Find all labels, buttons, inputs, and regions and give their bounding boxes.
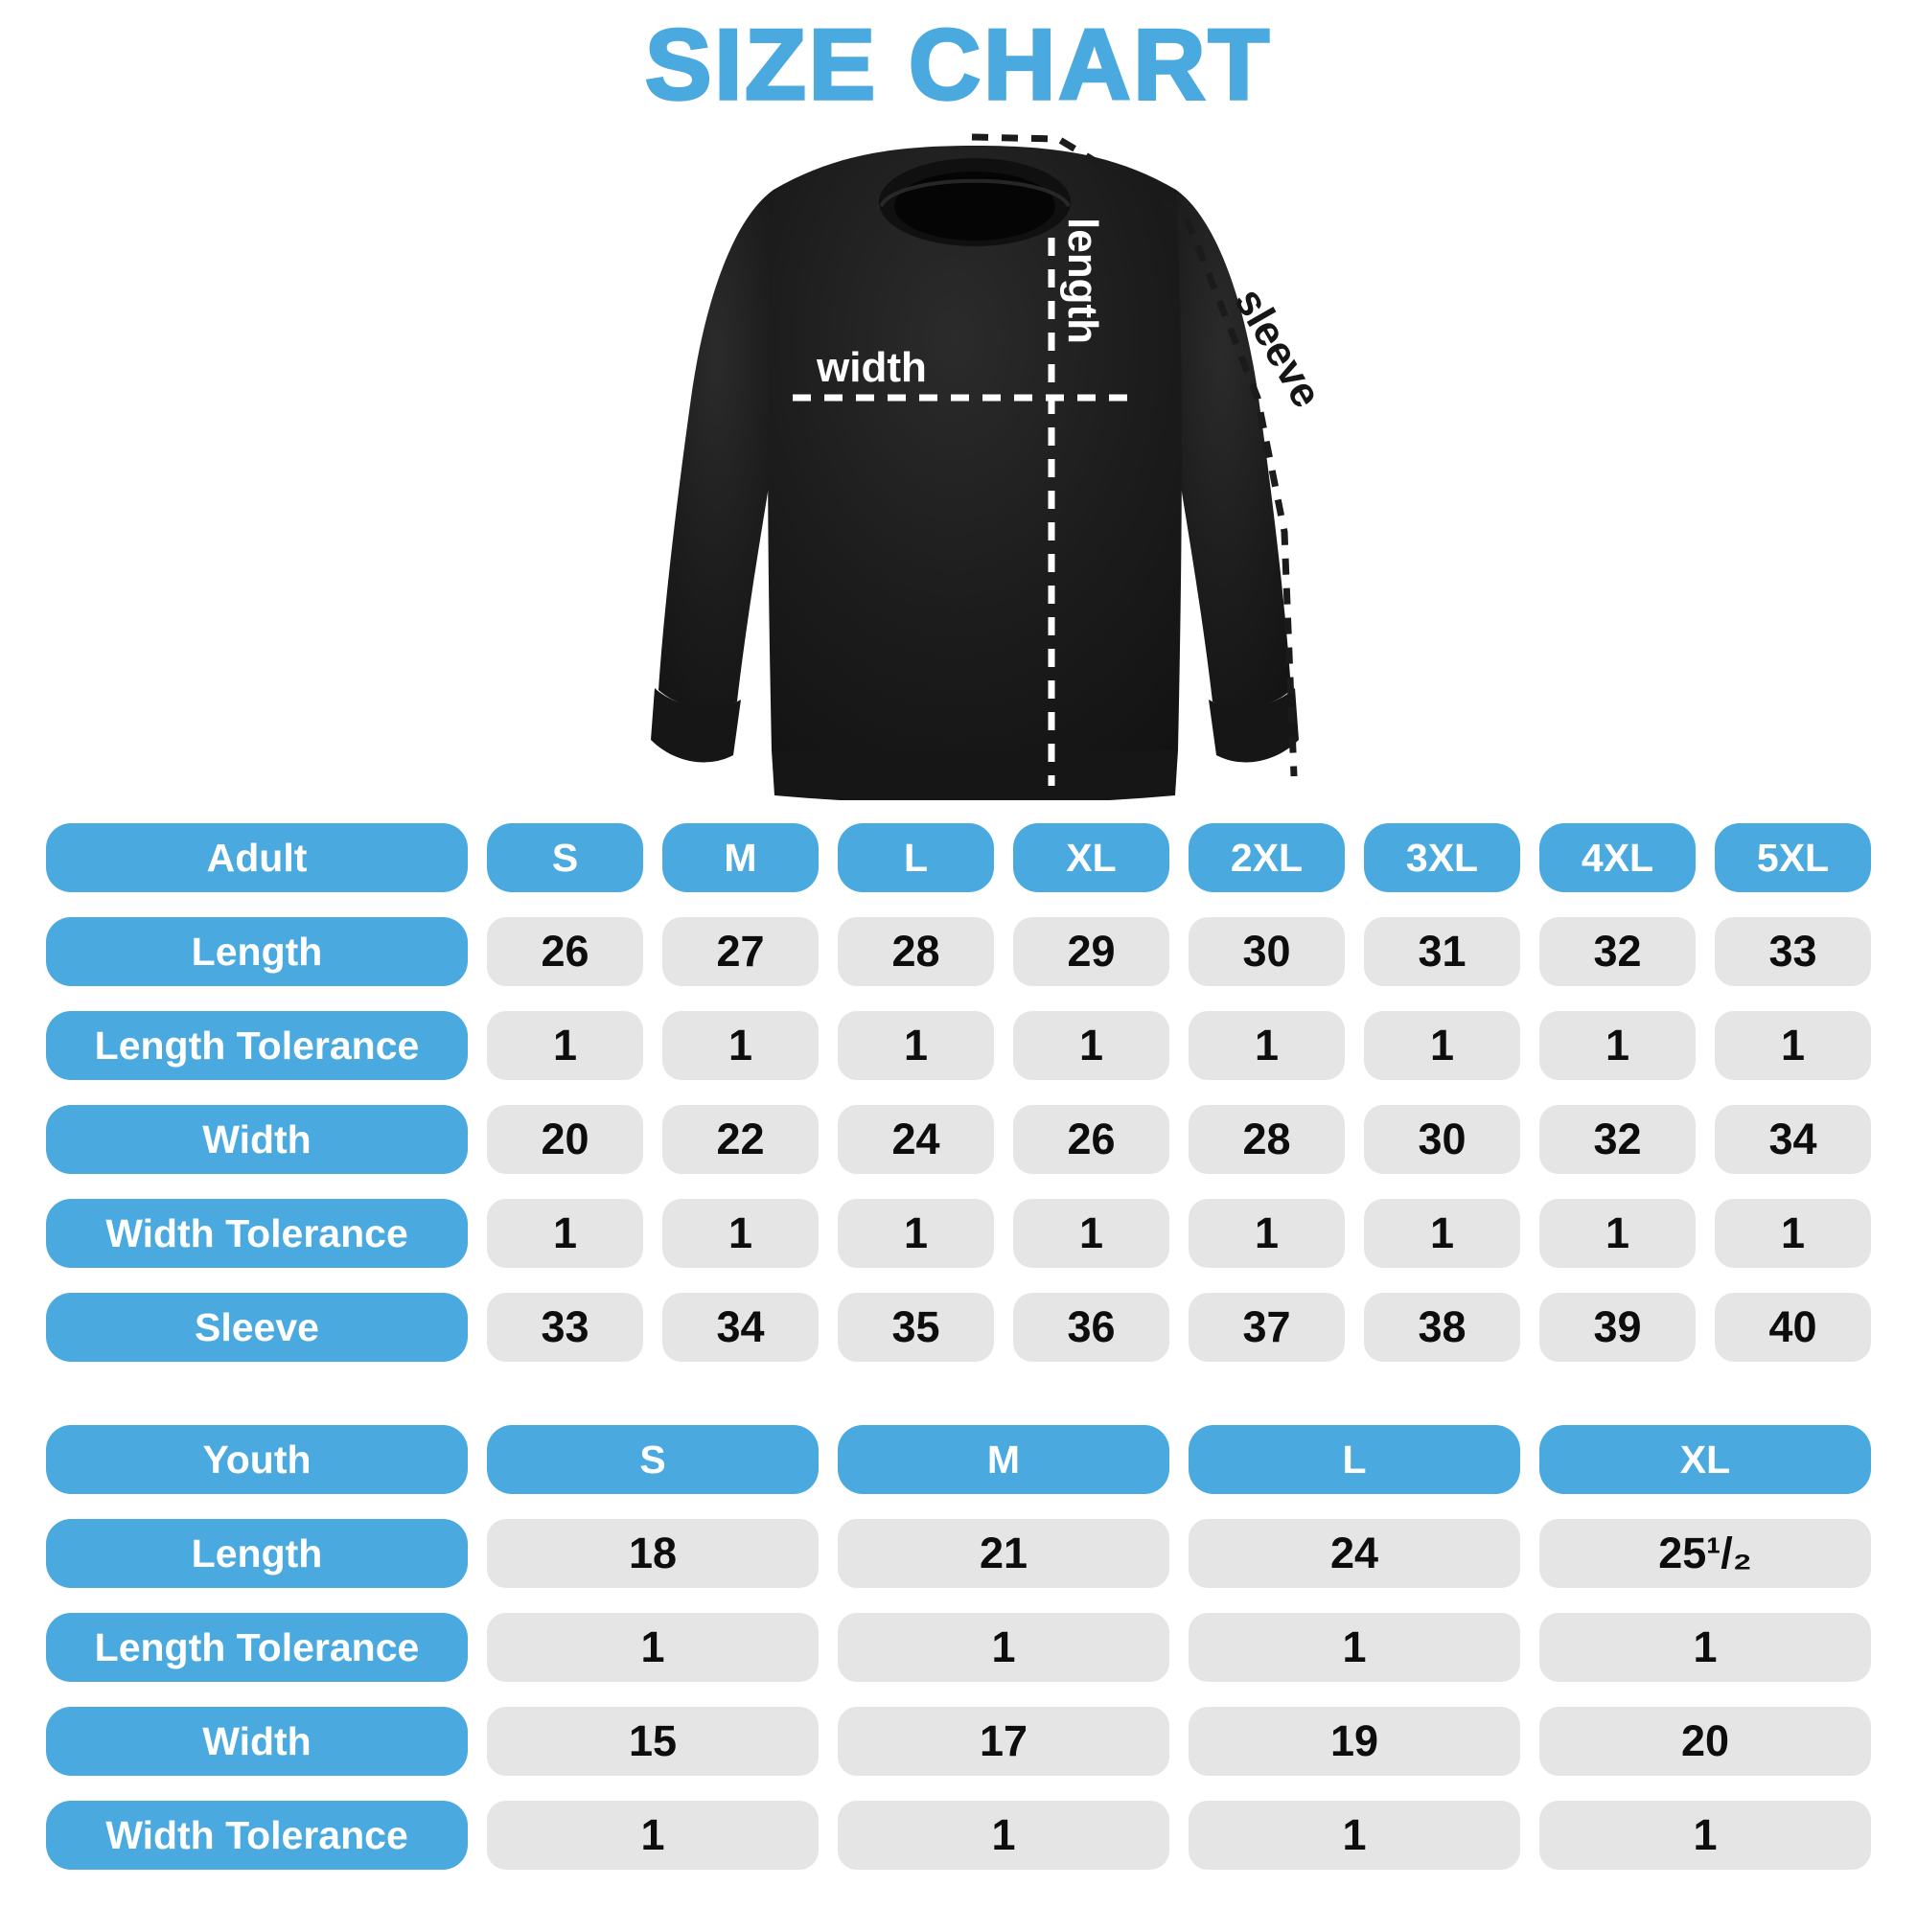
row-label: Length	[46, 1519, 468, 1588]
youth-size-table: Youth S M L XL Length 18 21 24 25¹/₂ Len…	[0, 1425, 1917, 1870]
youth-header-cell: S	[487, 1425, 819, 1494]
value-cell: 1	[1539, 1011, 1696, 1080]
width-label: width	[816, 344, 927, 391]
value-cell: 36	[1013, 1293, 1169, 1362]
value-cell: 25¹/₂	[1539, 1519, 1871, 1588]
value-cell: 32	[1539, 1105, 1696, 1174]
value-cell: 20	[1539, 1707, 1871, 1776]
value-cell: 1	[1189, 1011, 1345, 1080]
adult-header-cell: Adult	[46, 823, 468, 892]
value-cell: 1	[662, 1199, 819, 1268]
adult-header-cell: M	[662, 823, 819, 892]
value-cell: 27	[662, 917, 819, 986]
value-cell: 30	[1364, 1105, 1520, 1174]
value-cell: 1	[1539, 1613, 1871, 1682]
value-cell: 24	[838, 1105, 994, 1174]
value-cell: 38	[1364, 1293, 1520, 1362]
value-cell: 17	[838, 1707, 1169, 1776]
row-label: Width Tolerance	[46, 1801, 468, 1870]
value-cell: 21	[838, 1519, 1169, 1588]
value-cell: 1	[1715, 1011, 1871, 1080]
adult-size-table: Adult S M L XL 2XL 3XL 4XL 5XL Length 26…	[0, 823, 1917, 1362]
page-title: SIZE CHART	[643, 10, 1272, 121]
value-cell: 34	[1715, 1105, 1871, 1174]
sleeve-measure-line	[971, 133, 1298, 777]
value-cell: 1	[487, 1199, 643, 1268]
value-cell: 30	[1189, 917, 1345, 986]
value-cell: 1	[662, 1011, 819, 1080]
value-cell: 1	[1715, 1199, 1871, 1268]
value-cell: 33	[487, 1293, 643, 1362]
youth-header-cell: L	[1189, 1425, 1520, 1494]
youth-header-cell: XL	[1539, 1425, 1871, 1494]
value-cell: 26	[1013, 1105, 1169, 1174]
value-cell: 1	[1364, 1199, 1520, 1268]
value-cell: 1	[1189, 1199, 1345, 1268]
value-cell: 32	[1539, 917, 1696, 986]
value-cell: 39	[1539, 1293, 1696, 1362]
value-cell: 33	[1715, 917, 1871, 986]
value-cell: 1	[487, 1613, 819, 1682]
row-label: Width Tolerance	[46, 1199, 468, 1268]
value-cell: 1	[838, 1199, 994, 1268]
value-cell: 1	[1539, 1199, 1696, 1268]
value-cell: 40	[1715, 1293, 1871, 1362]
value-cell: 1	[1013, 1199, 1169, 1268]
value-cell: 37	[1189, 1293, 1345, 1362]
value-cell: 19	[1189, 1707, 1520, 1776]
length-label: length	[1059, 218, 1106, 344]
sweatshirt-image: width length sleeve	[651, 133, 1330, 800]
value-cell: 1	[1013, 1011, 1169, 1080]
youth-header-cell: M	[838, 1425, 1169, 1494]
value-cell: 35	[838, 1293, 994, 1362]
value-cell: 1	[1189, 1801, 1520, 1870]
adult-header-cell: 4XL	[1539, 823, 1696, 892]
value-cell: 1	[838, 1613, 1169, 1682]
value-cell: 24	[1189, 1519, 1520, 1588]
value-cell: 28	[838, 917, 994, 986]
adult-header-cell: 2XL	[1189, 823, 1345, 892]
row-label: Length Tolerance	[46, 1613, 468, 1682]
adult-header-cell: XL	[1013, 823, 1169, 892]
youth-header-cell: Youth	[46, 1425, 468, 1494]
adult-header-cell: 5XL	[1715, 823, 1871, 892]
value-cell: 28	[1189, 1105, 1345, 1174]
sweatshirt-garment	[651, 146, 1299, 800]
adult-header-cell: 3XL	[1364, 823, 1520, 892]
value-cell: 29	[1013, 917, 1169, 986]
value-cell: 1	[838, 1011, 994, 1080]
row-label: Width	[46, 1707, 468, 1776]
value-cell: 1	[1364, 1011, 1520, 1080]
value-cell: 31	[1364, 917, 1520, 986]
value-cell: 26	[487, 917, 643, 986]
value-cell: 34	[662, 1293, 819, 1362]
value-cell: 1	[1189, 1613, 1520, 1682]
row-label: Length Tolerance	[46, 1011, 468, 1080]
row-label: Sleeve	[46, 1293, 468, 1362]
value-cell: 1	[838, 1801, 1169, 1870]
value-cell: 20	[487, 1105, 643, 1174]
value-cell: 18	[487, 1519, 819, 1588]
adult-header-cell: L	[838, 823, 994, 892]
value-cell: 1	[487, 1011, 643, 1080]
size-diagram: width length sleeve	[0, 115, 1917, 800]
adult-header-cell: S	[487, 823, 643, 892]
value-cell: 22	[662, 1105, 819, 1174]
row-label: Length	[46, 917, 468, 986]
value-cell: 15	[487, 1707, 819, 1776]
value-cell: 1	[487, 1801, 819, 1870]
row-label: Width	[46, 1105, 468, 1174]
value-cell: 1	[1539, 1801, 1871, 1870]
